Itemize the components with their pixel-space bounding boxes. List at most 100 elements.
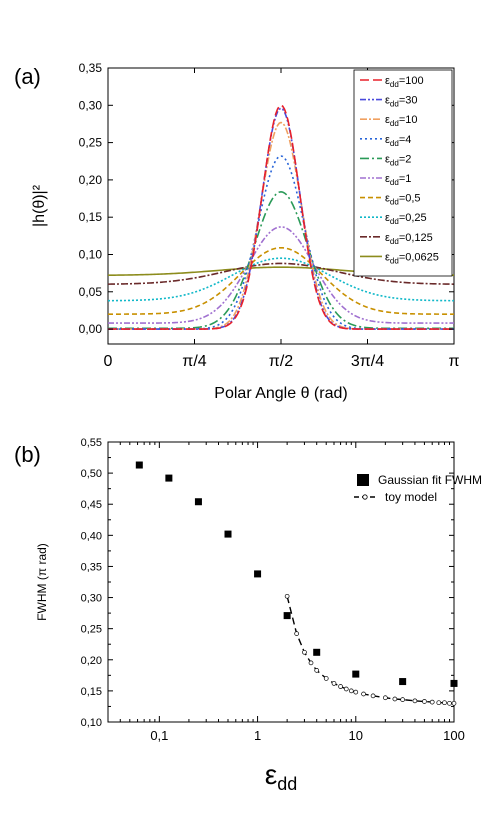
panel-a-x-tick-label: π/2 bbox=[269, 353, 293, 370]
panel-b-x-tick-label: 0,1 bbox=[150, 728, 168, 743]
panel-a-y-axis: 0,00 0,05 0,10 0,15 0,20 0,25 0,30 0,35 bbox=[79, 61, 454, 336]
panel-b-gaussian-fit-point bbox=[283, 612, 291, 620]
panel-b-x-axis-label: εdd bbox=[265, 759, 298, 794]
panel-a-legend-entry: εdd=10 bbox=[385, 114, 417, 128]
panel-b-toy-model-point bbox=[392, 696, 398, 702]
panel-b-y-tick-label: 0,55 bbox=[81, 437, 102, 449]
panel-a-x-axis: 0 π/4 π/2 3π/4 π bbox=[104, 68, 460, 370]
panel-a-legend-entry-sub: dd bbox=[390, 158, 399, 167]
panel-a-legend-entry-main: ε bbox=[385, 75, 390, 87]
panel-a-legend-entry: εdd=0,5 bbox=[385, 193, 421, 207]
panel-a-legend-entry-sub: dd bbox=[390, 119, 399, 128]
panel-a-y-tick-label: 0,00 bbox=[79, 322, 103, 336]
panel-a-x-tick-label: 0 bbox=[104, 353, 113, 370]
panel-a-legend-entry-value: =10 bbox=[399, 114, 418, 126]
panel-a-x-axis-label: Polar Angle θ (rad) bbox=[214, 385, 347, 402]
panel-b-y-tick-label: 0,40 bbox=[81, 530, 102, 542]
panel-b-legend-swatch-circle bbox=[362, 494, 368, 500]
panel-a-series-line bbox=[107, 257, 455, 302]
panel-b-y-tick-label: 0,35 bbox=[81, 561, 102, 573]
panel-a-legend-entry-value: =2 bbox=[399, 153, 412, 165]
panel-a-legend-entry-sub: dd bbox=[390, 237, 399, 246]
panel-b-y-axis-label: FWHM (π rad) bbox=[35, 543, 49, 621]
panel-a-legend-entry: εdd=30 bbox=[385, 95, 417, 109]
panel-b-gaussian-fit-point bbox=[194, 498, 202, 506]
panel-b-series-group bbox=[135, 461, 458, 706]
panel-b-y-tick-label: 0,10 bbox=[81, 717, 102, 729]
panel-b-label: (b) bbox=[14, 442, 41, 467]
panel-a-legend-entry-value: =0,25 bbox=[399, 212, 427, 224]
panel-a-legend-entry-value: =0,125 bbox=[399, 232, 433, 244]
panel-a-y-tick-label: 0,20 bbox=[79, 173, 103, 187]
panel-a-x-tick-label: π/4 bbox=[182, 353, 206, 370]
panel-a-legend-entry-sub: dd bbox=[390, 139, 399, 148]
panel-a-legend-entry-sub: dd bbox=[390, 198, 399, 207]
panel-b-toy-model-point bbox=[294, 631, 300, 636]
panel-a-y-tick-label: 0,35 bbox=[79, 61, 103, 75]
panel-a-legend-entry-value: =0,0625 bbox=[399, 251, 439, 263]
panel-a-legend-entry: εdd=0,0625 bbox=[385, 251, 439, 265]
panel-b-toy-model-point bbox=[370, 693, 376, 699]
panel-b-x-tick-label: 1 bbox=[254, 728, 261, 743]
panel-b-gaussian-fit-point bbox=[165, 474, 173, 482]
panel-b-toy-model-point bbox=[338, 684, 343, 689]
panel-b-toy-model-point bbox=[314, 668, 320, 673]
panel-b-y-tick-label: 0,20 bbox=[81, 655, 102, 667]
panel-a-legend-entry-sub: dd bbox=[390, 80, 399, 89]
panel-b-x-tick-label: 10 bbox=[349, 728, 363, 743]
panel-a-legend-entry-sub: dd bbox=[390, 100, 399, 109]
panel-a: (a) 0,00 0,05 0,10 0,15 0,20 0,25 0,30 0,35 0 π/… bbox=[14, 61, 460, 402]
panel-a-series-line bbox=[108, 226, 454, 324]
panel-b-toy-model-line bbox=[286, 596, 454, 705]
panel-b-y-tick-label: 0,45 bbox=[81, 499, 102, 511]
panel-b-toy-model-point bbox=[412, 698, 418, 704]
panel-b-toy-model-point bbox=[422, 699, 427, 704]
panel-b-toy-model-point bbox=[353, 689, 359, 695]
panel-a-legend-entry-main: ε bbox=[385, 173, 390, 185]
panel-b-toy-model-point bbox=[302, 649, 307, 655]
panel-b-toy-model-point bbox=[331, 681, 337, 686]
panel-a-legend-entry-main: ε bbox=[385, 153, 390, 165]
panel-b-x-axis-label-sub: dd bbox=[277, 774, 297, 794]
panel-a-series-line bbox=[108, 104, 454, 330]
panel-b-toy-model-point bbox=[361, 691, 366, 697]
panel-b-legend-entry: toy model bbox=[385, 490, 437, 504]
panel-b-toy-model-point bbox=[343, 686, 349, 692]
panel-b-legend: Gaussian fit FWHM toy model bbox=[354, 473, 482, 504]
panel-b-toy-model-point bbox=[284, 593, 290, 599]
panel-b-toy-model-point bbox=[400, 697, 405, 702]
panel-b-gaussian-fit-point bbox=[352, 670, 360, 678]
panel-a-legend-entry-main: ε bbox=[385, 212, 390, 224]
panel-a-y-tick-label: 0,30 bbox=[79, 98, 103, 112]
panel-a-legend-entry: εdd=0,125 bbox=[385, 232, 433, 246]
panel-b-gaussian-fit-point bbox=[313, 648, 321, 656]
panel-a-y-tick-label: 0,10 bbox=[79, 247, 103, 261]
panel-a-y-axis-label: |h(θ)|² bbox=[31, 184, 48, 227]
panel-a-legend-entry-main: ε bbox=[385, 232, 390, 244]
panel-a-legend-entry-sub: dd bbox=[390, 256, 399, 265]
panel-b-toy-model-point bbox=[383, 695, 388, 701]
panel-a-series-line bbox=[107, 262, 455, 285]
panel-b-gaussian-fit-point bbox=[224, 530, 232, 538]
panel-b: (b) 0,10 0,15 0,20 0,25 0,30 0,35 0,40 0,45 0,50… bbox=[14, 437, 482, 794]
panel-a-legend-entry-main: ε bbox=[385, 251, 390, 263]
panel-b-x-axis: 0,1 1 10 100 bbox=[119, 442, 465, 743]
panel-a-legend-entry-main: ε bbox=[385, 95, 390, 107]
panel-a-legend-entry-value: =1 bbox=[399, 173, 412, 185]
panel-a-legend-entry-value: =4 bbox=[399, 134, 412, 146]
panel-a-y-tick-label: 0,25 bbox=[79, 136, 103, 150]
panel-a-legend-entry-sub: dd bbox=[390, 217, 399, 226]
panel-a-legend-entry: εdd=4 bbox=[385, 134, 411, 148]
panel-b-toy-model-point bbox=[429, 699, 435, 705]
panel-a-legend-entry-main: ε bbox=[385, 134, 390, 146]
panel-b-toy-model-point bbox=[442, 700, 447, 706]
panel-a-legend-entry: εdd=2 bbox=[385, 153, 411, 167]
panel-b-toy-model-point bbox=[436, 700, 442, 706]
panel-a-legend-entry: εdd=100 bbox=[385, 75, 424, 89]
panel-a-legend-entry: εdd=1 bbox=[385, 173, 411, 187]
panel-b-legend-swatch-square bbox=[357, 474, 369, 486]
panel-b-y-tick-label: 0,30 bbox=[81, 593, 102, 605]
panel-a-legend-box bbox=[353, 69, 453, 277]
panel-b-y-axis: 0,10 0,15 0,20 0,25 0,30 0,35 0,40 0,45 0,50 0,55 bbox=[81, 437, 454, 729]
